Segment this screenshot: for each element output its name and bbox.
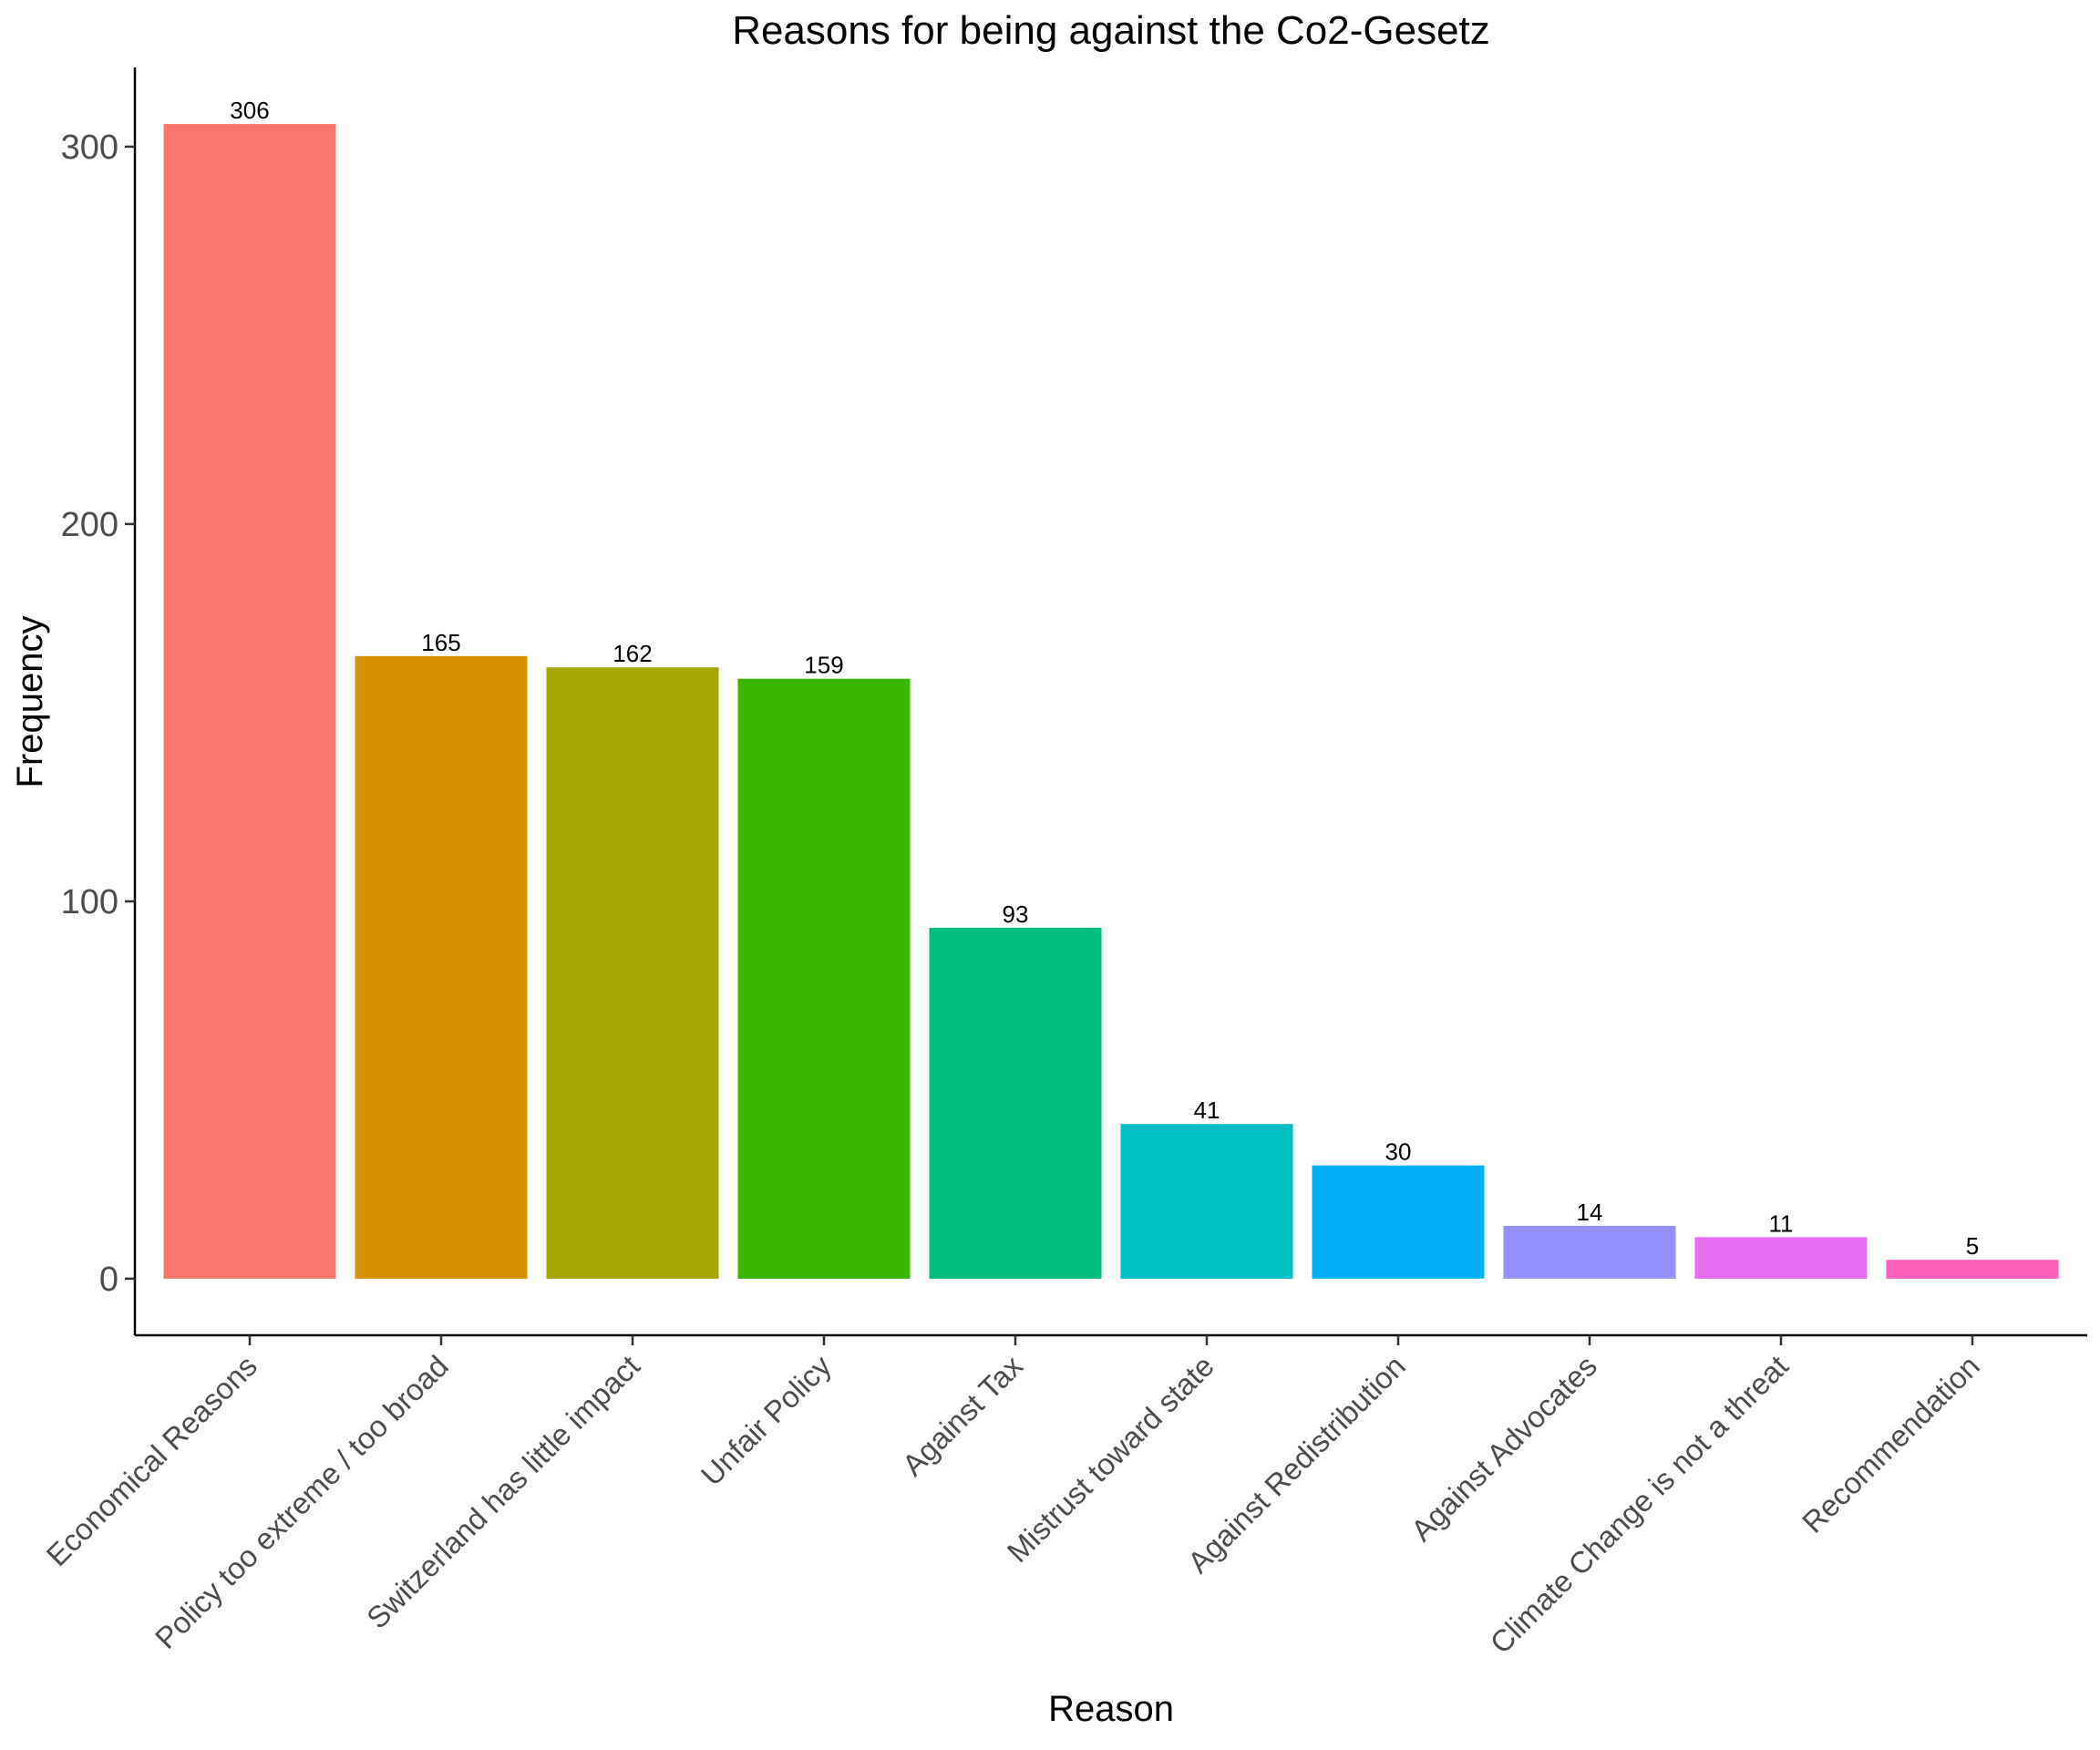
y-tick-label: 0: [99, 1261, 118, 1299]
y-axis-title: Frequency: [10, 616, 50, 788]
x-tick-label: Climate Change is not a threat: [1484, 1349, 1795, 1660]
x-tick-label: Economical Reasons: [40, 1349, 263, 1572]
bar: [355, 655, 528, 1279]
y-tick-label: 100: [61, 883, 118, 921]
bar-value-label: 11: [1769, 1210, 1794, 1237]
bar: [1886, 1260, 2059, 1279]
bar-value-label: 14: [1577, 1199, 1603, 1226]
bar-value-label: 162: [612, 640, 652, 667]
bar-value-label: 159: [804, 652, 843, 679]
bar-value-label: 93: [1003, 901, 1029, 928]
x-axis-title: Reason: [1048, 1689, 1174, 1729]
bar-value-label: 306: [230, 97, 269, 124]
bar: [1503, 1225, 1676, 1279]
bar: [163, 124, 336, 1279]
chart-title: Reasons for being against the Co2-Gesetz: [732, 8, 1490, 53]
bar-value-label: 41: [1194, 1096, 1220, 1124]
x-tick-label: Against Tax: [896, 1348, 1030, 1482]
bars-layer: [163, 124, 2059, 1279]
bar-value-label: 5: [1966, 1232, 1979, 1260]
data-labels-layer: 306 165 162 159 93 41 30 14 11 5: [230, 97, 1979, 1260]
x-tick-label: Against Redistribution: [1181, 1349, 1412, 1580]
bar: [1694, 1237, 1868, 1279]
bar: [1120, 1124, 1293, 1279]
bar: [737, 678, 911, 1279]
y-tick-label: 300: [61, 129, 118, 167]
x-tick-label: Recommendation: [1796, 1349, 1986, 1539]
bar: [546, 667, 719, 1279]
bar: [1312, 1165, 1485, 1279]
bar-value-label: 165: [421, 629, 460, 656]
x-tick-label: Mistrust toward state: [1001, 1349, 1220, 1569]
bar-value-label: 30: [1385, 1138, 1412, 1166]
y-tick-label: 200: [61, 506, 118, 544]
y-axis: 0 100 200 300: [61, 129, 135, 1299]
x-tick-label: Against Advocates: [1405, 1349, 1603, 1548]
bar: [929, 927, 1102, 1279]
x-tick-label: Unfair Policy: [695, 1348, 838, 1491]
